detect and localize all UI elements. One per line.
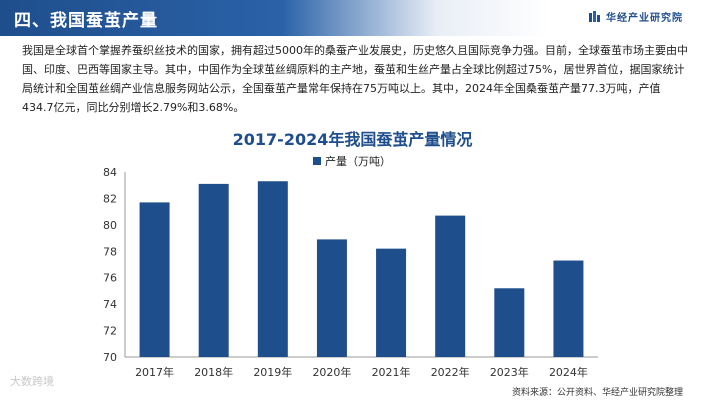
bar xyxy=(553,260,584,357)
source-note: 资料来源：公开资料、华经产业研究院整理 xyxy=(511,388,683,398)
x-tick-label: 2022年 xyxy=(431,365,470,379)
y-tick-label: 80 xyxy=(103,219,117,232)
y-tick-label: 70 xyxy=(103,351,117,364)
bar xyxy=(316,239,347,357)
y-tick-label: 84 xyxy=(103,166,117,179)
chart-title: 2017-2024年我国蚕茧产量情况 xyxy=(232,130,473,149)
header-band xyxy=(0,0,705,36)
page-title: 四、我国蚕茧产量 xyxy=(14,11,158,31)
x-tick-label: 2024年 xyxy=(549,365,588,379)
x-tick-label: 2018年 xyxy=(194,365,233,379)
legend-label: 产量（万吨） xyxy=(325,154,391,168)
brand: 华经产业研究院 xyxy=(589,9,683,24)
bar xyxy=(139,202,170,357)
x-tick-label: 2017年 xyxy=(135,365,174,379)
bar xyxy=(198,183,229,357)
corner-watermark: 大数跨境 xyxy=(10,375,54,388)
intro-paragraph: 我国是全球首个掌握养蚕织丝技术的国家，拥有超过5000年的桑蚕产业发展史，历史悠… xyxy=(22,44,688,114)
bar xyxy=(435,215,466,357)
y-tick-label: 82 xyxy=(103,192,117,205)
bar xyxy=(494,288,525,357)
x-tick-label: 2023年 xyxy=(490,365,529,379)
x-tick-label: 2021年 xyxy=(372,365,411,379)
y-tick-label: 74 xyxy=(103,298,117,311)
bar xyxy=(257,181,288,357)
y-tick-label: 78 xyxy=(103,245,117,258)
brand-name: 华经产业研究院 xyxy=(606,13,683,24)
y-tick-label: 72 xyxy=(103,325,117,338)
bar xyxy=(376,248,407,357)
brand-logo-icon xyxy=(589,10,600,22)
x-tick-label: 2019年 xyxy=(253,365,292,379)
legend-swatch xyxy=(313,157,321,165)
y-tick-label: 76 xyxy=(103,272,117,285)
x-tick-label: 2020年 xyxy=(312,365,351,379)
